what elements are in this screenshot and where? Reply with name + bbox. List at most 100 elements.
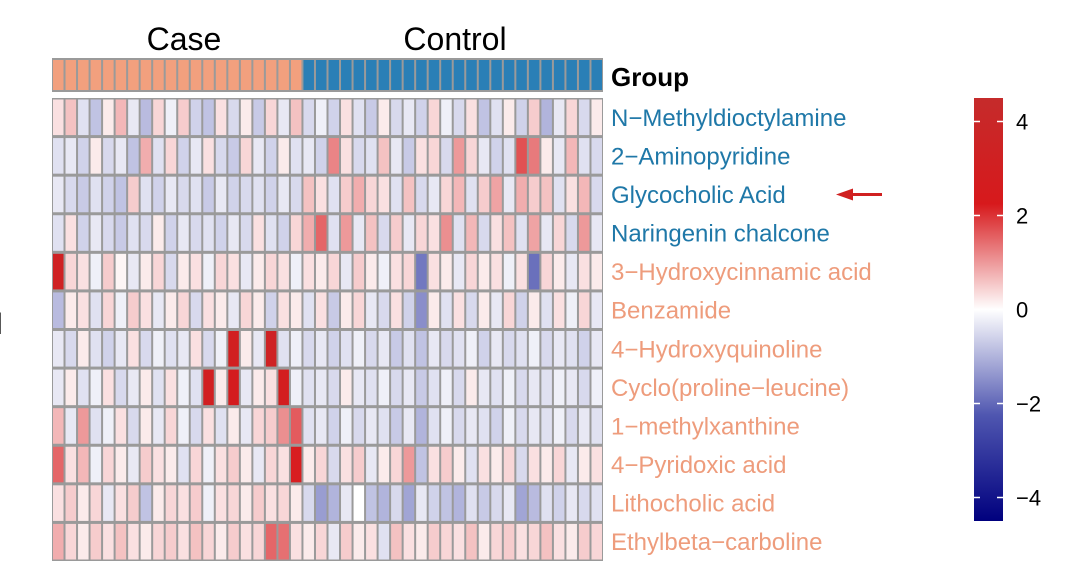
heatmap-cell <box>128 369 139 406</box>
heatmap-cell <box>453 253 465 290</box>
heatmap-cell <box>215 176 227 213</box>
heatmap-cell <box>315 292 327 328</box>
row-label: N−Methyldioctylamine <box>611 105 846 132</box>
heatmap-cell <box>516 138 527 174</box>
heatmap-cell <box>341 485 352 521</box>
heatmap-cell <box>566 215 577 251</box>
heatmap-cell <box>516 99 527 136</box>
heatmap-cell <box>353 408 365 444</box>
heatmap-cell <box>165 253 177 290</box>
heatmap-cell <box>366 523 377 560</box>
group-cell-case <box>90 60 102 90</box>
heatmap-cell <box>140 485 152 521</box>
heatmap-cell <box>190 485 202 521</box>
heatmap-cell <box>165 215 177 251</box>
group-cell-case <box>228 60 239 90</box>
heatmap-cell <box>90 408 102 444</box>
heatmap-cell <box>466 523 477 560</box>
group-cell-case <box>78 60 89 90</box>
heatmap-cell <box>516 485 527 521</box>
group-cell-case <box>140 60 152 90</box>
heatmap-cell <box>115 215 127 251</box>
group-cell-case <box>240 60 252 90</box>
heatmap-cell <box>478 408 490 444</box>
heatmap-cell <box>65 408 77 444</box>
heatmap-cell <box>478 523 490 560</box>
heatmap-cell <box>228 485 239 521</box>
group-cell-control <box>303 60 314 90</box>
heatmap-cell <box>65 331 77 367</box>
heatmap-cell <box>541 523 552 560</box>
heatmap-cell <box>391 485 402 521</box>
heatmap-cell <box>416 523 427 560</box>
group-cell-control <box>516 60 527 90</box>
heatmap-cell <box>253 523 264 560</box>
heatmap-cell <box>578 408 590 444</box>
heatmap-cell <box>153 485 164 521</box>
heatmap-cell <box>290 99 302 136</box>
heatmap-cell <box>290 523 302 560</box>
heatmap-cell <box>491 446 502 483</box>
group-cell-control <box>478 60 490 90</box>
heatmap-cell <box>253 369 264 406</box>
heatmap-cell <box>366 292 377 328</box>
heatmap-cell <box>178 292 189 328</box>
heatmap-cell <box>353 369 365 406</box>
heatmap-cell <box>53 138 64 174</box>
heatmap-cell <box>240 408 252 444</box>
heatmap-cell <box>265 138 277 174</box>
heatmap-cell <box>153 138 164 174</box>
heatmap-cell <box>190 292 202 328</box>
highlight-arrow-icon <box>836 188 882 201</box>
heatmap-cell <box>128 176 139 213</box>
heatmap-cell <box>378 176 390 213</box>
heatmap-cell <box>240 99 252 136</box>
heatmap-cell <box>103 369 114 406</box>
heatmap-cell <box>115 446 127 483</box>
heatmap-cell <box>303 408 314 444</box>
heatmap-cell <box>215 331 227 367</box>
heatmap-cell <box>53 523 64 560</box>
heatmap-cell <box>265 215 277 251</box>
heatmap-cell <box>391 331 402 367</box>
heatmap-cell <box>103 292 114 328</box>
heatmap-cell <box>203 215 214 251</box>
heatmap-cell <box>203 408 214 444</box>
heatmap-cell <box>165 331 177 367</box>
heatmap-cell <box>403 369 415 406</box>
heatmap-cell <box>528 138 540 174</box>
heatmap-cell <box>78 485 89 521</box>
heatmap-cell <box>503 292 515 328</box>
heatmap-cell <box>90 99 102 136</box>
heatmap-cell <box>491 331 502 367</box>
heatmap-cell <box>416 446 427 483</box>
group-cell-case <box>165 60 177 90</box>
heatmap-cell <box>353 215 365 251</box>
group-cell-control <box>541 60 552 90</box>
heatmap-cell <box>416 215 427 251</box>
heatmap-cell <box>428 99 440 136</box>
color-legend-ticks: 4 2 0 −2 −4 <box>974 110 1041 511</box>
heatmap-cell <box>441 292 452 328</box>
heatmap-cell <box>428 253 440 290</box>
heatmap-cell <box>140 408 152 444</box>
group-cell-control <box>341 60 352 90</box>
heatmap-cell <box>341 523 352 560</box>
heatmap-cell <box>528 99 540 136</box>
heatmap-cell <box>541 99 552 136</box>
heatmap-cell <box>366 99 377 136</box>
heatmap-cell <box>78 523 89 560</box>
heatmap-cell <box>315 176 327 213</box>
heatmap-cell <box>353 176 365 213</box>
group-cell-case <box>178 60 189 90</box>
heatmap-cell <box>115 523 127 560</box>
heatmap-cell <box>528 176 540 213</box>
heatmap-cell <box>341 138 352 174</box>
heatmap-cell <box>190 369 202 406</box>
group-cell-case <box>153 60 164 90</box>
group-cell-control <box>353 60 365 90</box>
heatmap-cell <box>453 446 465 483</box>
heatmap-cell <box>215 523 227 560</box>
heatmap-cell <box>128 485 139 521</box>
